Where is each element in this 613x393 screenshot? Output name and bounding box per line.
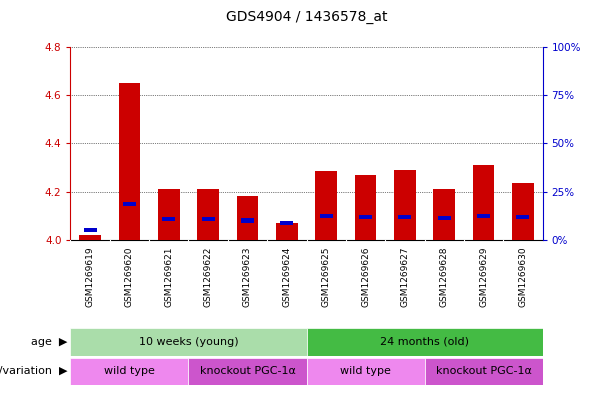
Text: wild type: wild type [340, 366, 391, 376]
Bar [241, 219, 254, 222]
Bar [315, 171, 337, 240]
Text: genotype/variation  ▶: genotype/variation ▶ [0, 366, 67, 376]
Text: GSM1269628: GSM1269628 [440, 247, 449, 307]
Bar [512, 183, 534, 240]
Bar [276, 223, 298, 240]
Text: GDS4904 / 1436578_at: GDS4904 / 1436578_at [226, 9, 387, 24]
Bar [202, 217, 215, 221]
Bar [306, 328, 543, 356]
Text: age  ▶: age ▶ [31, 337, 67, 347]
Bar [319, 213, 333, 218]
Text: knockout PGC-1α: knockout PGC-1α [200, 366, 295, 376]
Bar [237, 196, 258, 240]
Text: 10 weeks (young): 10 weeks (young) [139, 337, 238, 347]
Bar [123, 202, 136, 206]
Bar [83, 228, 97, 232]
Bar [477, 213, 490, 218]
Bar [119, 83, 140, 240]
Bar [433, 189, 455, 240]
Bar [394, 170, 416, 240]
Bar [189, 358, 306, 385]
Text: GSM1269620: GSM1269620 [125, 247, 134, 307]
Bar [79, 235, 101, 240]
Bar [398, 215, 411, 219]
Bar [516, 215, 530, 219]
Text: GSM1269621: GSM1269621 [164, 247, 173, 307]
Bar [197, 189, 219, 240]
Bar [473, 165, 494, 240]
Text: GSM1269630: GSM1269630 [519, 247, 527, 307]
Text: GSM1269627: GSM1269627 [400, 247, 409, 307]
Bar [70, 328, 306, 356]
Bar [162, 217, 175, 221]
Text: GSM1269629: GSM1269629 [479, 247, 488, 307]
Text: GSM1269623: GSM1269623 [243, 247, 252, 307]
Bar [280, 221, 294, 225]
Bar [438, 216, 451, 220]
Text: GSM1269625: GSM1269625 [322, 247, 330, 307]
Text: GSM1269626: GSM1269626 [361, 247, 370, 307]
Bar [424, 358, 543, 385]
Bar [70, 358, 189, 385]
Text: knockout PGC-1α: knockout PGC-1α [436, 366, 531, 376]
Text: GSM1269622: GSM1269622 [204, 247, 213, 307]
Text: 24 months (old): 24 months (old) [380, 337, 469, 347]
Text: GSM1269624: GSM1269624 [283, 247, 291, 307]
Text: wild type: wild type [104, 366, 155, 376]
Bar [158, 189, 180, 240]
Text: GSM1269619: GSM1269619 [86, 247, 94, 307]
Bar [359, 215, 372, 219]
Bar [306, 358, 424, 385]
Bar [355, 175, 376, 240]
